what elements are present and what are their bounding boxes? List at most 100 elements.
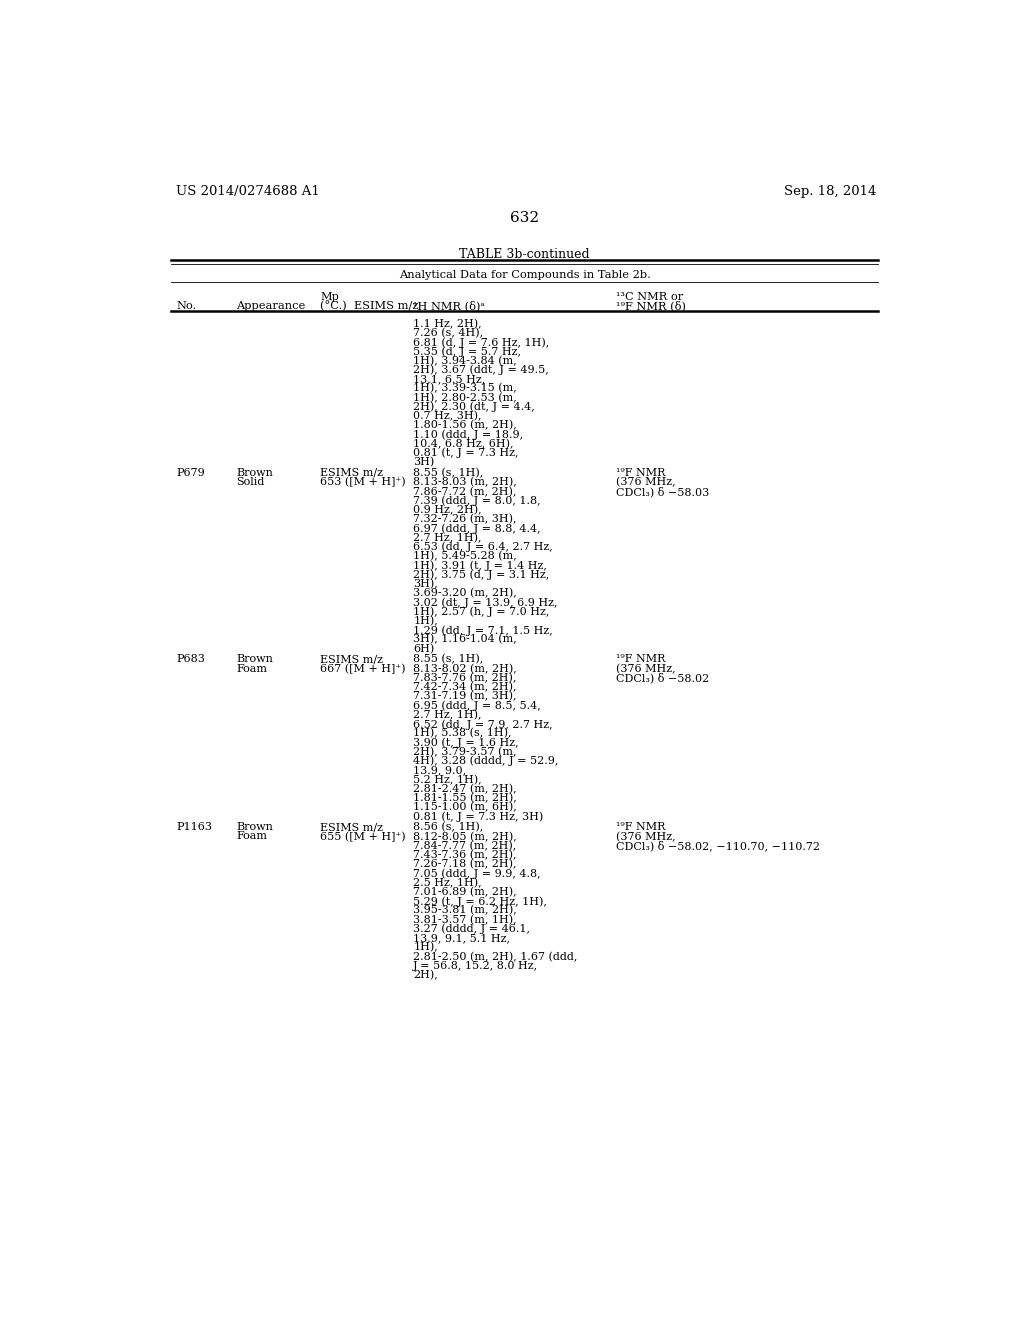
- Text: 1H),: 1H),: [414, 615, 438, 626]
- Text: 6.52 (dd, J = 7.9, 2.7 Hz,: 6.52 (dd, J = 7.9, 2.7 Hz,: [414, 719, 553, 730]
- Text: 2.81-2.50 (m, 2H), 1.67 (ddd,: 2.81-2.50 (m, 2H), 1.67 (ddd,: [414, 952, 578, 962]
- Text: (376 MHz,: (376 MHz,: [616, 478, 676, 487]
- Text: 2H),: 2H),: [414, 970, 438, 981]
- Text: 7.83-7.76 (m, 2H),: 7.83-7.76 (m, 2H),: [414, 673, 516, 684]
- Text: No.: No.: [176, 301, 197, 310]
- Text: 2H), 3.67 (ddt, J = 49.5,: 2H), 3.67 (ddt, J = 49.5,: [414, 364, 549, 375]
- Text: 1.10 (ddd, J = 18.9,: 1.10 (ddd, J = 18.9,: [414, 429, 523, 440]
- Text: ESIMS m/z: ESIMS m/z: [321, 469, 383, 478]
- Text: 7.26 (s, 4H),: 7.26 (s, 4H),: [414, 327, 483, 338]
- Text: Foam: Foam: [237, 664, 267, 673]
- Text: 6.53 (dd, J = 6.4, 2.7 Hz,: 6.53 (dd, J = 6.4, 2.7 Hz,: [414, 543, 553, 553]
- Text: ¹⁹F NMR: ¹⁹F NMR: [616, 822, 666, 832]
- Text: 8.56 (s, 1H),: 8.56 (s, 1H),: [414, 822, 483, 833]
- Text: 6H): 6H): [414, 644, 434, 653]
- Text: 1H), 5.49-5.28 (m,: 1H), 5.49-5.28 (m,: [414, 552, 517, 561]
- Text: ¹³C NMR or: ¹³C NMR or: [616, 292, 683, 301]
- Text: (376 MHz,: (376 MHz,: [616, 664, 676, 675]
- Text: 0.7 Hz, 3H),: 0.7 Hz, 3H),: [414, 411, 481, 421]
- Text: 7.05 (ddd, J = 9.9, 4.8,: 7.05 (ddd, J = 9.9, 4.8,: [414, 869, 541, 879]
- Text: 2.81-2.47 (m, 2H),: 2.81-2.47 (m, 2H),: [414, 784, 517, 795]
- Text: 3H),: 3H),: [414, 579, 438, 589]
- Text: 2H), 2.30 (dt, J = 4.4,: 2H), 2.30 (dt, J = 4.4,: [414, 401, 535, 412]
- Text: 0.81 (t, J = 7.3 Hz, 3H): 0.81 (t, J = 7.3 Hz, 3H): [414, 812, 544, 822]
- Text: 6.97 (ddd, J = 8.8, 4.4,: 6.97 (ddd, J = 8.8, 4.4,: [414, 524, 541, 535]
- Text: 1.81-1.55 (m, 2H),: 1.81-1.55 (m, 2H),: [414, 793, 517, 804]
- Text: Mp: Mp: [321, 292, 339, 301]
- Text: 1.80-1.56 (m, 2H),: 1.80-1.56 (m, 2H),: [414, 420, 517, 430]
- Text: 3.90 (t, J = 1.6 Hz,: 3.90 (t, J = 1.6 Hz,: [414, 738, 519, 748]
- Text: ¹⁹F NMR: ¹⁹F NMR: [616, 655, 666, 664]
- Text: 2.7 Hz, 1H),: 2.7 Hz, 1H),: [414, 533, 481, 543]
- Text: (376 MHz,: (376 MHz,: [616, 832, 676, 842]
- Text: US 2014/0274688 A1: US 2014/0274688 A1: [176, 185, 319, 198]
- Text: 1H), 2.57 (h, J = 7.0 Hz,: 1H), 2.57 (h, J = 7.0 Hz,: [414, 607, 550, 618]
- Text: ¹H NMR (δ)ᵃ: ¹H NMR (δ)ᵃ: [414, 301, 485, 312]
- Text: 0.81 (t, J = 7.3 Hz,: 0.81 (t, J = 7.3 Hz,: [414, 447, 519, 458]
- Text: P679: P679: [176, 469, 205, 478]
- Text: 632: 632: [510, 211, 540, 224]
- Text: 7.39 (ddd, J = 8.0, 1.8,: 7.39 (ddd, J = 8.0, 1.8,: [414, 496, 541, 507]
- Text: Sep. 18, 2014: Sep. 18, 2014: [783, 185, 876, 198]
- Text: 8.13-8.03 (m, 2H),: 8.13-8.03 (m, 2H),: [414, 478, 517, 487]
- Text: 7.42-7.34 (m, 2H),: 7.42-7.34 (m, 2H),: [414, 682, 517, 693]
- Text: (°C.)  ESIMS m/z: (°C.) ESIMS m/z: [321, 301, 419, 312]
- Text: Analytical Data for Compounds in Table 2b.: Analytical Data for Compounds in Table 2…: [399, 271, 650, 280]
- Text: ESIMS m/z: ESIMS m/z: [321, 822, 383, 832]
- Text: Foam: Foam: [237, 832, 267, 841]
- Text: 6.81 (d, J = 7.6 Hz, 1H),: 6.81 (d, J = 7.6 Hz, 1H),: [414, 337, 550, 347]
- Text: Brown: Brown: [237, 655, 273, 664]
- Text: 7.01-6.89 (m, 2H),: 7.01-6.89 (m, 2H),: [414, 887, 517, 898]
- Text: 667 ([M + H]⁺): 667 ([M + H]⁺): [321, 664, 406, 675]
- Text: 1H), 3.39-3.15 (m,: 1H), 3.39-3.15 (m,: [414, 383, 517, 393]
- Text: 5.35 (d, J = 5.7 Hz,: 5.35 (d, J = 5.7 Hz,: [414, 346, 521, 356]
- Text: Solid: Solid: [237, 478, 265, 487]
- Text: 1.15-1.00 (m, 6H),: 1.15-1.00 (m, 6H),: [414, 803, 517, 813]
- Text: 13.9, 9.1, 5.1 Hz,: 13.9, 9.1, 5.1 Hz,: [414, 933, 510, 942]
- Text: 1H),: 1H),: [414, 942, 438, 953]
- Text: 1H), 3.91 (t, J = 1.4 Hz,: 1H), 3.91 (t, J = 1.4 Hz,: [414, 561, 547, 572]
- Text: 1.29 (dd, J = 7.1, 1.5 Hz,: 1.29 (dd, J = 7.1, 1.5 Hz,: [414, 626, 553, 636]
- Text: 3.02 (dt, J = 13.9, 6.9 Hz,: 3.02 (dt, J = 13.9, 6.9 Hz,: [414, 598, 558, 609]
- Text: J = 56.8, 15.2, 8.0 Hz,: J = 56.8, 15.2, 8.0 Hz,: [414, 961, 539, 970]
- Text: Appearance: Appearance: [237, 301, 306, 310]
- Text: 1H), 2.80-2.53 (m,: 1H), 2.80-2.53 (m,: [414, 392, 517, 403]
- Text: 5.2 Hz, 1H),: 5.2 Hz, 1H),: [414, 775, 482, 785]
- Text: 3.81-3.57 (m, 1H),: 3.81-3.57 (m, 1H),: [414, 915, 517, 925]
- Text: CDCl₃) δ −58.02: CDCl₃) δ −58.02: [616, 673, 710, 684]
- Text: P1163: P1163: [176, 822, 212, 832]
- Text: 6.95 (ddd, J = 8.5, 5.4,: 6.95 (ddd, J = 8.5, 5.4,: [414, 701, 541, 711]
- Text: P683: P683: [176, 655, 205, 664]
- Text: 7.26-7.18 (m, 2H),: 7.26-7.18 (m, 2H),: [414, 859, 517, 870]
- Text: 10.4, 6.8 Hz, 6H),: 10.4, 6.8 Hz, 6H),: [414, 438, 514, 449]
- Text: 13.9, 9.0,: 13.9, 9.0,: [414, 766, 466, 775]
- Text: 1H), 5.38 (s, 1H),: 1H), 5.38 (s, 1H),: [414, 729, 512, 739]
- Text: 4H), 3.28 (dddd, J = 52.9,: 4H), 3.28 (dddd, J = 52.9,: [414, 756, 558, 767]
- Text: 1H), 3.94-3.84 (m,: 1H), 3.94-3.84 (m,: [414, 355, 517, 366]
- Text: TABLE 3b-continued: TABLE 3b-continued: [460, 248, 590, 261]
- Text: 5.29 (t, J = 6.2 Hz, 1H),: 5.29 (t, J = 6.2 Hz, 1H),: [414, 896, 547, 907]
- Text: 1.1 Hz, 2H),: 1.1 Hz, 2H),: [414, 318, 482, 329]
- Text: 2.5 Hz, 1H),: 2.5 Hz, 1H),: [414, 878, 482, 888]
- Text: 3H): 3H): [414, 457, 434, 467]
- Text: 3.69-3.20 (m, 2H),: 3.69-3.20 (m, 2H),: [414, 589, 517, 598]
- Text: 655 ([M + H]⁺): 655 ([M + H]⁺): [321, 832, 406, 842]
- Text: 0.9 Hz, 2H),: 0.9 Hz, 2H),: [414, 506, 482, 515]
- Text: CDCl₃) δ −58.03: CDCl₃) δ −58.03: [616, 487, 710, 498]
- Text: 2H), 3.75 (d, J = 3.1 Hz,: 2H), 3.75 (d, J = 3.1 Hz,: [414, 570, 550, 581]
- Text: ¹⁹F NMR (δ): ¹⁹F NMR (δ): [616, 301, 686, 312]
- Text: ¹⁹F NMR: ¹⁹F NMR: [616, 469, 666, 478]
- Text: 7.86-7.72 (m, 2H),: 7.86-7.72 (m, 2H),: [414, 487, 516, 496]
- Text: 8.13-8.02 (m, 2H),: 8.13-8.02 (m, 2H),: [414, 664, 517, 675]
- Text: 8.55 (s, 1H),: 8.55 (s, 1H),: [414, 469, 483, 478]
- Text: 3.95-3.81 (m, 2H),: 3.95-3.81 (m, 2H),: [414, 906, 517, 916]
- Text: Brown: Brown: [237, 469, 273, 478]
- Text: 3.27 (dddd, J = 46.1,: 3.27 (dddd, J = 46.1,: [414, 924, 530, 935]
- Text: 3H), 1.16-1.04 (m,: 3H), 1.16-1.04 (m,: [414, 635, 517, 644]
- Text: 7.43-7.36 (m, 2H),: 7.43-7.36 (m, 2H),: [414, 850, 517, 861]
- Text: 13.1, 6.5 Hz,: 13.1, 6.5 Hz,: [414, 374, 485, 384]
- Text: 2.7 Hz, 1H),: 2.7 Hz, 1H),: [414, 710, 481, 721]
- Text: 8.55 (s, 1H),: 8.55 (s, 1H),: [414, 655, 483, 665]
- Text: 653 ([M + H]⁺): 653 ([M + H]⁺): [321, 478, 406, 487]
- Text: CDCl₃) δ −58.02, −110.70, −110.72: CDCl₃) δ −58.02, −110.70, −110.72: [616, 841, 820, 851]
